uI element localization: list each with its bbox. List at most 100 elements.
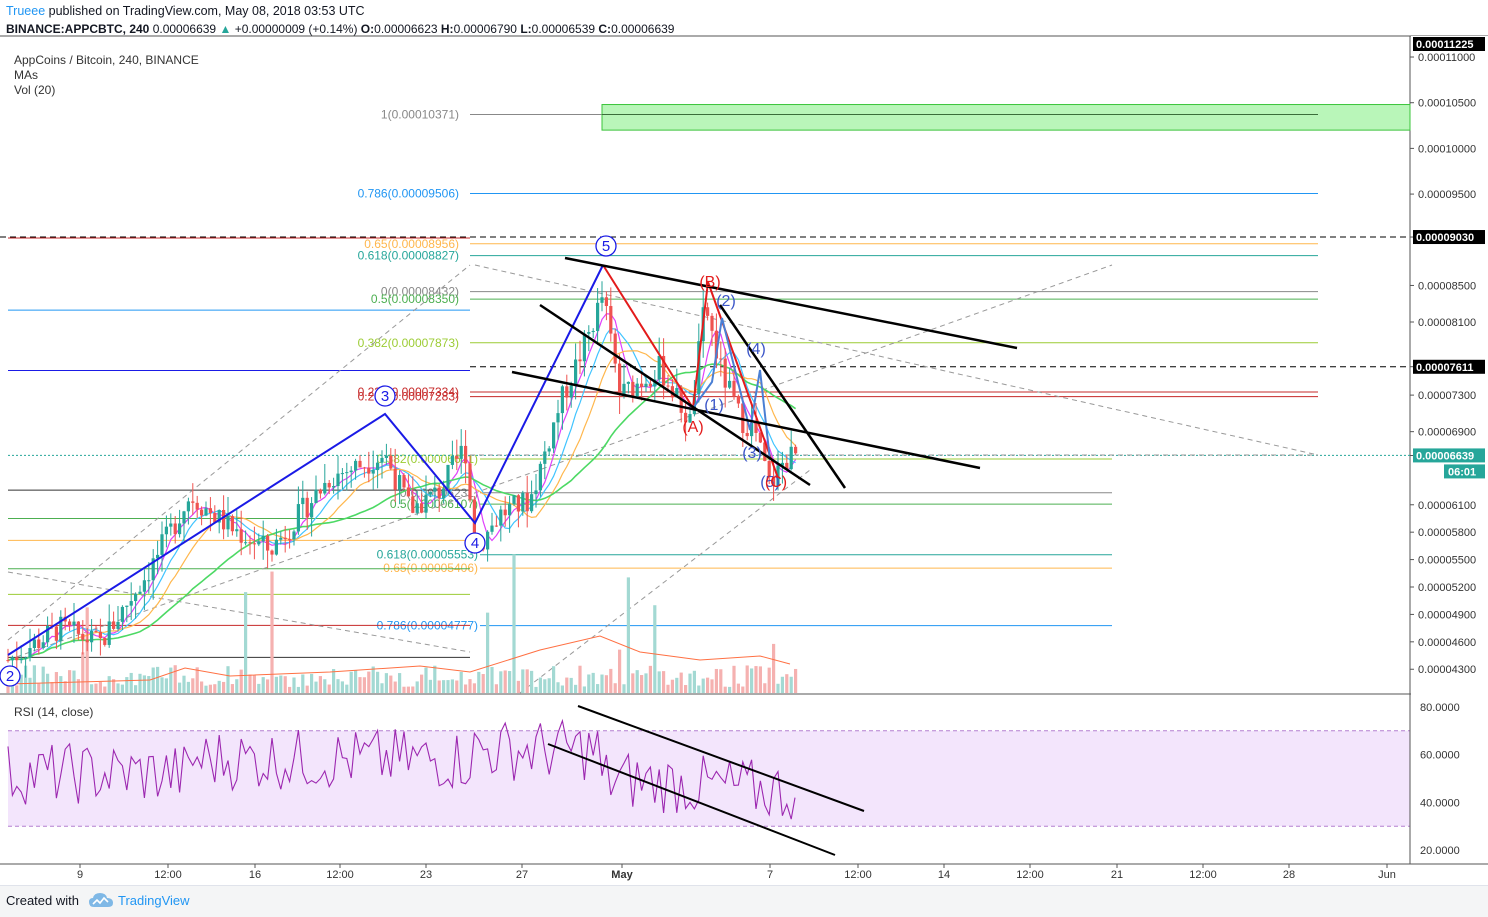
volume-bar [81,652,85,693]
candle-body [582,333,586,362]
candle-body [142,580,146,592]
candle-body [296,504,300,532]
price-tick: 0.00007300 [1418,390,1476,402]
candle-body [54,626,58,641]
candle-body [433,487,437,492]
price-badge [1413,230,1485,245]
price-tick: 0.00010500 [1418,98,1476,110]
volume-bar [208,684,212,693]
candle-body [151,558,155,581]
legend-mas[interactable]: MAs [14,68,38,82]
candle-body [666,385,670,387]
volume-bar [389,675,393,693]
time-tick: 14 [938,869,950,881]
author-link[interactable]: Trueee [6,4,46,18]
volume-bar [37,683,41,693]
volume-bar [186,681,190,693]
volume-bar [648,665,652,693]
volume-bar [195,667,199,693]
time-tick: 9 [77,869,83,881]
open-label: O: [360,22,375,36]
volume-bar [24,665,28,693]
tradingview-brand[interactable]: TradingView [118,893,190,908]
candle-body [244,542,248,544]
candle-body [90,630,94,643]
candle-body [486,531,490,550]
candle-body [499,509,503,526]
candle-body [195,502,199,510]
volume-bar [120,684,124,693]
candle-body [428,491,432,495]
volume-bar [90,684,94,693]
price-badge [1444,464,1485,479]
volume-bar [714,668,718,693]
price-badge-text: 06:01 [1448,466,1476,478]
volume-bar [50,682,54,693]
candle-body [538,463,542,491]
volume-bar [679,672,683,693]
fib-label: 0.382(0.00007873) [358,336,459,350]
legend-vol[interactable]: Vol (20) [14,83,56,97]
volume-bar [107,676,111,693]
volume-bar [182,675,186,693]
volume-bar [736,683,740,693]
volume-bar [600,674,604,693]
candle-body [525,492,529,512]
time-tick: 12:00 [844,869,872,881]
volume-bar [371,666,375,693]
dashed-trendline [519,469,811,694]
volume-bar [288,686,292,693]
volume-bar [125,677,129,693]
volume-bar [525,669,529,693]
candle-body [380,457,384,463]
candle-body [780,462,784,466]
candle-body [552,422,556,449]
candle-body [406,487,410,497]
volume-bar [169,667,173,693]
chart-title[interactable]: AppCoins / Bitcoin, 240, BINANCE [14,53,199,67]
candle-body [640,383,644,387]
volume-bar [367,671,371,693]
candle-body [556,413,560,423]
candle-body [618,363,622,396]
candle-body [164,526,168,535]
candle-body [494,525,498,527]
price-axis: 0.00011000 0.00010500 0.00010000 0.00009500… [1410,36,1488,862]
volume-bar [327,684,331,693]
candle-body [464,445,468,464]
volume-bar [6,681,10,693]
volume-bar [142,675,146,693]
volume-bar [292,677,296,693]
volume-bar [640,675,644,693]
channel-line [511,370,981,470]
volume-bar [618,649,622,693]
price-badge [1413,448,1485,463]
candle-body [314,489,318,504]
sub-wave-5: (5) [760,474,780,491]
volume-bar [283,676,287,693]
volume-bar [745,665,749,693]
price-badge-text: 0.00007611 [1416,362,1474,374]
candle-body [657,355,661,380]
volume-bar [274,676,278,693]
fib-label: 0.618(0.00005553) [377,548,478,562]
candle-body [367,467,371,474]
close-value: 0.00006639 [611,22,675,36]
volume-bar [763,683,767,693]
volume-bar [28,677,32,693]
candle-body [323,482,327,494]
volume-bar [591,672,595,693]
volume-bar [314,681,318,693]
candle-body [503,509,507,516]
volume-bar [318,676,322,693]
candle-body [41,642,45,649]
wave-3-marker-text: 3 [381,388,389,405]
wave-b: (B) [699,274,720,291]
candle-body [384,455,388,458]
symbol-line: BINANCE:APPCBTC, 240 [6,22,150,36]
volume-bar [596,684,600,693]
price-chart[interactable]: 1(0.00010371) 0.786(0.00009506) 0.65(0.000… [0,0,1488,885]
volume-bar [63,681,67,693]
candle-body [37,639,41,649]
target-box [601,104,1411,131]
